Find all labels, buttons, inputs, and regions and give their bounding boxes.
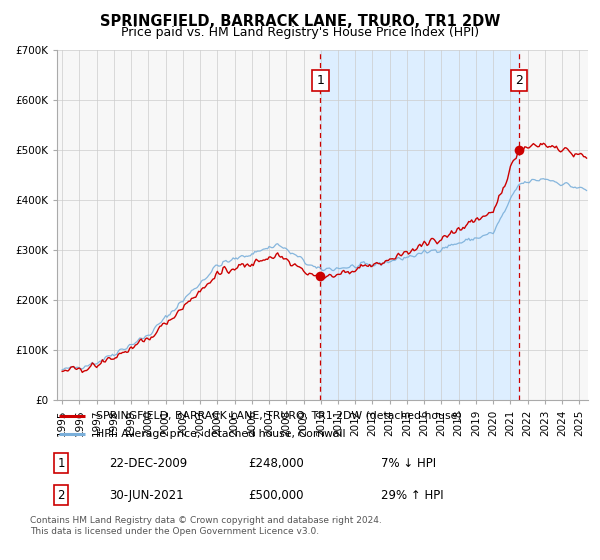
Text: SPRINGFIELD, BARRACK LANE, TRURO, TR1 2DW: SPRINGFIELD, BARRACK LANE, TRURO, TR1 2D… <box>100 14 500 29</box>
Text: 29% ↑ HPI: 29% ↑ HPI <box>380 489 443 502</box>
Text: 1: 1 <box>316 74 324 87</box>
Text: 7% ↓ HPI: 7% ↓ HPI <box>380 456 436 470</box>
Text: £248,000: £248,000 <box>248 456 304 470</box>
Text: £500,000: £500,000 <box>248 489 304 502</box>
Text: HPI: Average price, detached house, Cornwall: HPI: Average price, detached house, Corn… <box>95 430 345 439</box>
Bar <box>320 50 519 400</box>
Text: SPRINGFIELD, BARRACK LANE, TRURO, TR1 2DW (detached house): SPRINGFIELD, BARRACK LANE, TRURO, TR1 2D… <box>95 411 461 421</box>
Text: 2: 2 <box>58 489 65 502</box>
Text: 1: 1 <box>58 456 65 470</box>
Text: Contains HM Land Registry data © Crown copyright and database right 2024.
This d: Contains HM Land Registry data © Crown c… <box>30 516 382 536</box>
Text: 30-JUN-2021: 30-JUN-2021 <box>109 489 184 502</box>
Text: 2: 2 <box>515 74 523 87</box>
Text: Price paid vs. HM Land Registry's House Price Index (HPI): Price paid vs. HM Land Registry's House … <box>121 26 479 39</box>
Text: 22-DEC-2009: 22-DEC-2009 <box>109 456 187 470</box>
